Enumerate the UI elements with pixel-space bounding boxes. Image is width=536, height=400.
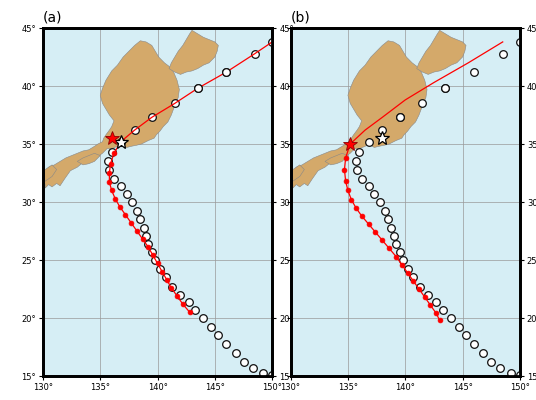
Polygon shape (169, 30, 218, 74)
Polygon shape (77, 153, 100, 165)
Text: (b): (b) (291, 10, 310, 24)
Polygon shape (291, 41, 427, 188)
Polygon shape (285, 165, 304, 185)
Polygon shape (416, 30, 466, 74)
Polygon shape (325, 153, 348, 165)
Text: (a): (a) (43, 10, 62, 24)
Polygon shape (43, 41, 180, 188)
Polygon shape (37, 165, 57, 185)
